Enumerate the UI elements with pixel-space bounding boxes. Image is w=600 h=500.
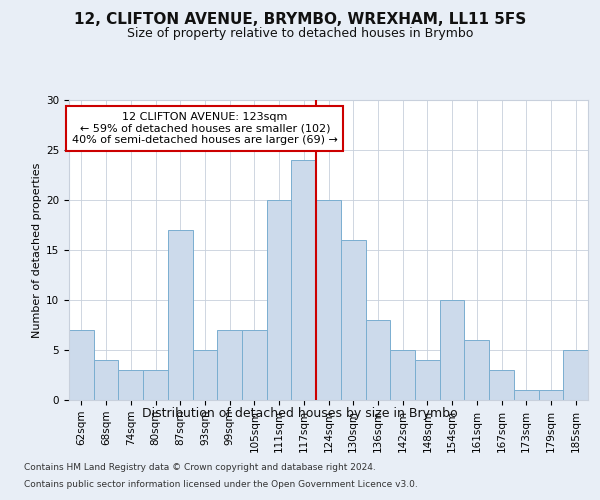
Bar [242, 330, 267, 400]
Bar [415, 360, 440, 400]
Bar [168, 230, 193, 400]
Bar [118, 370, 143, 400]
Bar [143, 370, 168, 400]
Bar [193, 350, 217, 400]
Bar [217, 330, 242, 400]
Bar [267, 200, 292, 400]
Text: Contains HM Land Registry data © Crown copyright and database right 2024.: Contains HM Land Registry data © Crown c… [24, 462, 376, 471]
Bar [94, 360, 118, 400]
Bar [390, 350, 415, 400]
Text: Contains public sector information licensed under the Open Government Licence v3: Contains public sector information licen… [24, 480, 418, 489]
Bar [440, 300, 464, 400]
Bar [316, 200, 341, 400]
Bar [489, 370, 514, 400]
Text: Distribution of detached houses by size in Brymbo: Distribution of detached houses by size … [142, 408, 458, 420]
Bar [292, 160, 316, 400]
Text: 12, CLIFTON AVENUE, BRYMBO, WREXHAM, LL11 5FS: 12, CLIFTON AVENUE, BRYMBO, WREXHAM, LL1… [74, 12, 526, 28]
Bar [563, 350, 588, 400]
Y-axis label: Number of detached properties: Number of detached properties [32, 162, 42, 338]
Bar [365, 320, 390, 400]
Bar [539, 390, 563, 400]
Bar [69, 330, 94, 400]
Bar [514, 390, 539, 400]
Bar [464, 340, 489, 400]
Text: 12 CLIFTON AVENUE: 123sqm
← 59% of detached houses are smaller (102)
40% of semi: 12 CLIFTON AVENUE: 123sqm ← 59% of detac… [72, 112, 338, 145]
Text: Size of property relative to detached houses in Brymbo: Size of property relative to detached ho… [127, 28, 473, 40]
Bar [341, 240, 365, 400]
